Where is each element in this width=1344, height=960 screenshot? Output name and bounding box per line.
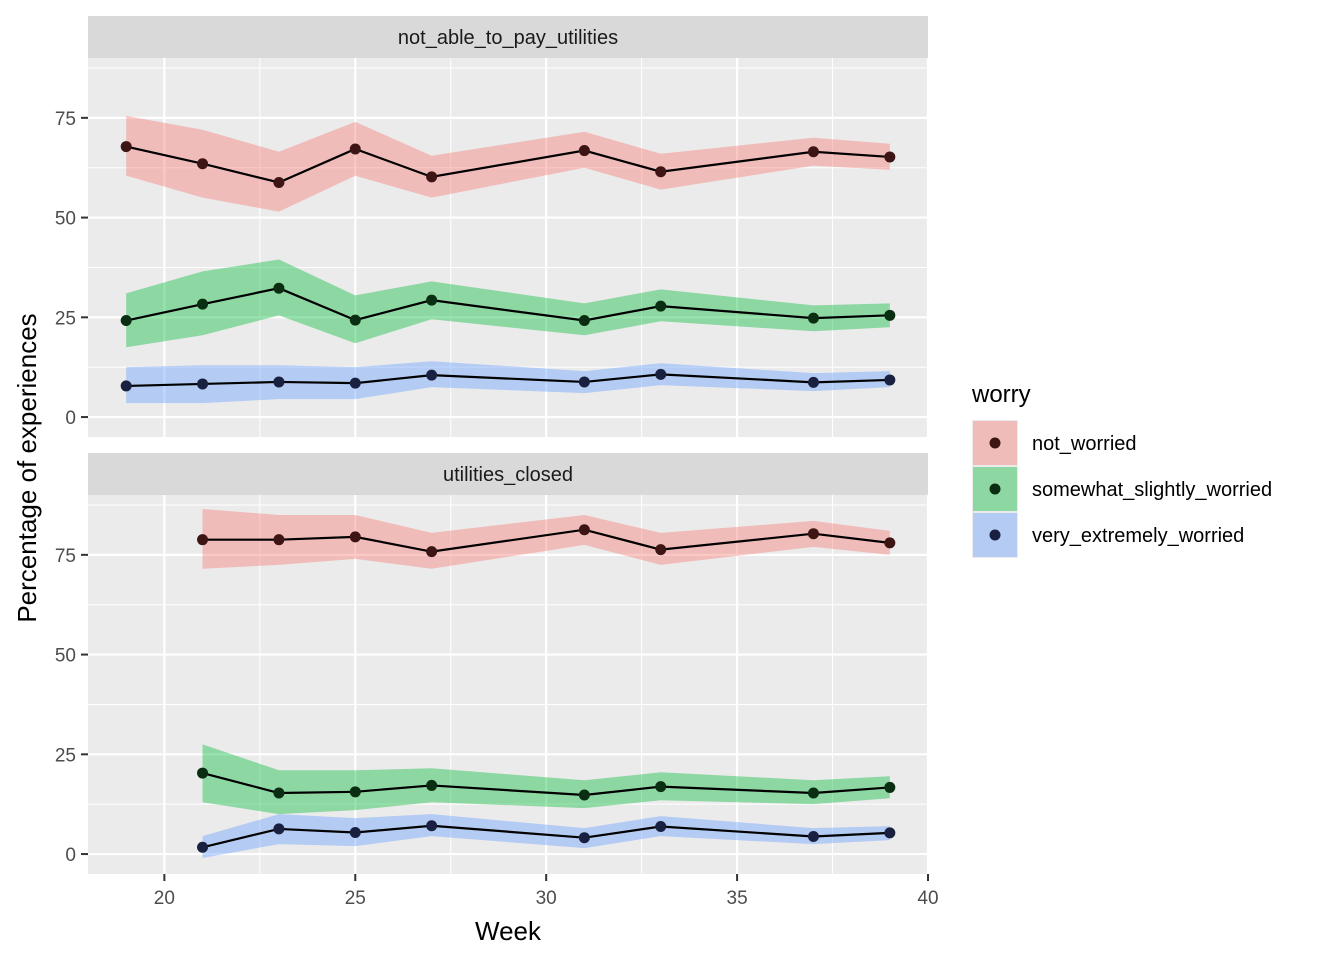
- point-not_worried: [884, 537, 896, 549]
- point-somewhat_slightly_worried: [426, 779, 438, 791]
- point-very_extremely_worried: [807, 830, 819, 842]
- ribbon-somewhat_slightly_worried: [126, 259, 890, 348]
- point-not_worried: [120, 141, 132, 153]
- y-tick-label: 25: [55, 745, 76, 766]
- point-somewhat_slightly_worried: [349, 786, 361, 798]
- point-not_worried: [884, 151, 896, 163]
- facet-strip: [88, 16, 928, 58]
- panel-background: [88, 58, 928, 437]
- point-very_extremely_worried: [120, 380, 132, 392]
- y-tick-label: 75: [55, 546, 76, 567]
- point-not_worried: [349, 143, 361, 155]
- point-not_worried: [426, 546, 438, 558]
- point-very_extremely_worried: [197, 841, 209, 853]
- legend: worry not_worried somewhat_slightly_worri…: [971, 381, 1272, 558]
- legend-label: very_extremely_worried: [1032, 525, 1244, 547]
- point-not_worried: [807, 528, 819, 540]
- legend-title: worry: [971, 381, 1031, 408]
- ribbon-very_extremely_worried: [202, 814, 890, 859]
- legend-label: somewhat_slightly_worried: [1032, 479, 1272, 501]
- point-somewhat_slightly_worried: [884, 781, 896, 793]
- x-axis-title: Week: [475, 916, 542, 946]
- x-axis: 20 25 30 35 40: [154, 874, 939, 909]
- y-tick-label: 50: [55, 209, 76, 230]
- facet-strip-label: utilities_closed: [443, 464, 573, 486]
- point-somewhat_slightly_worried: [578, 315, 590, 327]
- facet-strip-label: not_able_to_pay_utilities: [398, 27, 618, 49]
- point-somewhat_slightly_worried: [120, 315, 132, 327]
- legend-label: not_worried: [1032, 433, 1137, 455]
- x-tick-label: 30: [536, 888, 557, 909]
- ribbon-not_worried: [202, 508, 890, 569]
- point-very_extremely_worried: [426, 369, 438, 381]
- ribbon-somewhat_slightly_worried: [202, 744, 890, 815]
- point-very_extremely_worried: [426, 820, 438, 832]
- point-somewhat_slightly_worried: [807, 312, 819, 324]
- point-somewhat_slightly_worried: [273, 282, 285, 294]
- point-not_worried: [578, 145, 590, 157]
- legend-key-point: [989, 437, 1001, 449]
- point-not_worried: [273, 534, 285, 546]
- x-tick-label: 35: [727, 888, 748, 909]
- legend-key-point: [989, 529, 1001, 541]
- facet-panels: not_able_to_pay_utilities0255075utilitie…: [55, 16, 930, 874]
- line-not_worried: [202, 528, 890, 553]
- point-somewhat_slightly_worried: [807, 787, 819, 799]
- point-very_extremely_worried: [884, 374, 896, 386]
- point-very_extremely_worried: [655, 821, 667, 833]
- point-not_worried: [578, 524, 590, 536]
- point-not_worried: [807, 146, 819, 158]
- point-not_worried: [273, 176, 285, 188]
- point-very_extremely_worried: [197, 378, 209, 390]
- y-tick-label: 0: [65, 845, 76, 866]
- point-not_worried: [655, 166, 667, 178]
- point-very_extremely_worried: [655, 368, 667, 380]
- x-tick-label: 25: [345, 888, 366, 909]
- x-tick-label: 20: [154, 888, 175, 909]
- point-somewhat_slightly_worried: [197, 767, 209, 779]
- point-not_worried: [349, 531, 361, 543]
- point-not_worried: [197, 534, 209, 546]
- point-somewhat_slightly_worried: [426, 294, 438, 306]
- x-tick-label: 40: [917, 888, 938, 909]
- panel-background: [88, 495, 928, 874]
- line-very_extremely_worried: [202, 824, 890, 849]
- point-somewhat_slightly_worried: [273, 787, 285, 799]
- ribbon-very_extremely_worried: [126, 361, 890, 404]
- point-not_worried: [197, 158, 209, 170]
- point-very_extremely_worried: [884, 827, 896, 839]
- point-very_extremely_worried: [349, 377, 361, 389]
- legend-key-point: [989, 483, 1001, 495]
- line-somewhat_slightly_worried: [202, 772, 890, 797]
- y-axis-title: Percentage of experiences: [12, 313, 42, 622]
- point-somewhat_slightly_worried: [578, 789, 590, 801]
- point-somewhat_slightly_worried: [884, 309, 896, 321]
- point-not_worried: [426, 171, 438, 183]
- point-very_extremely_worried: [578, 832, 590, 844]
- point-very_extremely_worried: [273, 823, 285, 835]
- point-very_extremely_worried: [273, 376, 285, 388]
- point-somewhat_slightly_worried: [655, 781, 667, 793]
- point-somewhat_slightly_worried: [655, 300, 667, 312]
- y-tick-label: 75: [55, 109, 76, 130]
- point-somewhat_slightly_worried: [349, 314, 361, 326]
- y-tick-label: 50: [55, 646, 76, 667]
- point-very_extremely_worried: [349, 827, 361, 839]
- facet-panel-not_able_to_pay_utilities: not_able_to_pay_utilities 0 25 50 75: [55, 16, 930, 437]
- point-somewhat_slightly_worried: [197, 298, 209, 310]
- y-tick-label: 25: [55, 308, 76, 329]
- y-tick-label: 0: [65, 408, 76, 429]
- point-very_extremely_worried: [807, 376, 819, 388]
- point-very_extremely_worried: [578, 376, 590, 388]
- facet-strip: [88, 453, 928, 495]
- point-not_worried: [655, 544, 667, 556]
- facet-panel-utilities_closed: utilities_closed 0 25 50 75: [55, 453, 930, 874]
